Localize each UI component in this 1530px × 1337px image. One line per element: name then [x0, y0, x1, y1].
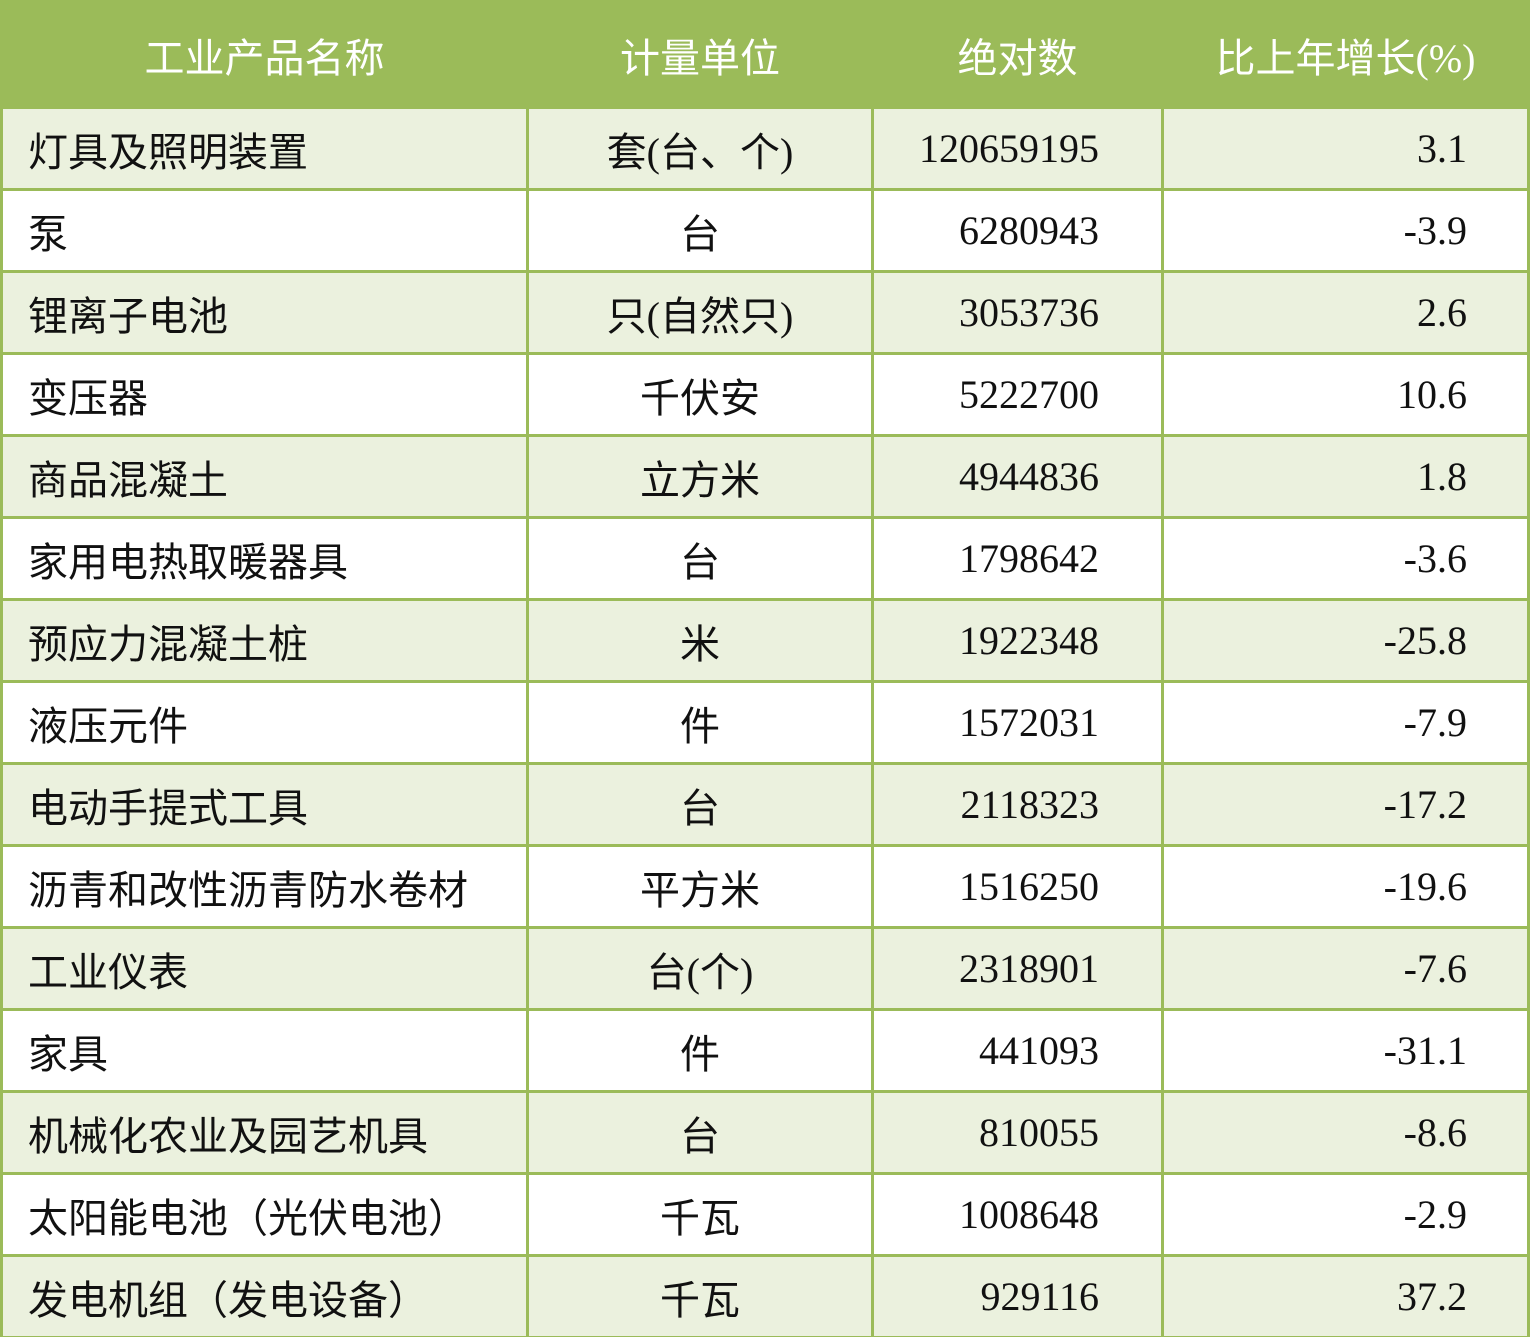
- table-row: 锂离子电池 只(自然只) 3053736 2.6: [3, 273, 1527, 352]
- table-row: 太阳能电池（光伏电池） 千瓦 1008648 -2.9: [3, 1175, 1527, 1254]
- table-cell: 米: [529, 601, 871, 680]
- table-cell: -7.6: [1164, 929, 1527, 1008]
- table-cell: 件: [529, 1011, 871, 1090]
- table-cell: 沥青和改性沥青防水卷材: [3, 847, 526, 926]
- table-cell: -19.6: [1164, 847, 1527, 926]
- table-cell: 千瓦: [529, 1257, 871, 1336]
- table-cell: 液压元件: [3, 683, 526, 762]
- table-cell: 929116: [874, 1257, 1161, 1336]
- header-cell: 比上年增长(%): [1164, 3, 1527, 106]
- table-body: 灯具及照明装置 套(台、个) 120659195 3.1 泵台 6280943 -3.9 锂离…: [3, 109, 1527, 1336]
- table-cell: -8.6: [1164, 1093, 1527, 1172]
- table-row: 预应力混凝土桩米 1922348 -25.8: [3, 601, 1527, 680]
- table-cell: 1798642: [874, 519, 1161, 598]
- table-cell: 灯具及照明装置: [3, 109, 526, 188]
- table-cell: -3.9: [1164, 191, 1527, 270]
- table-cell: -31.1: [1164, 1011, 1527, 1090]
- table-cell: 泵: [3, 191, 526, 270]
- table-cell: -25.8: [1164, 601, 1527, 680]
- table-cell: 件: [529, 683, 871, 762]
- table-cell: 4944836: [874, 437, 1161, 516]
- table-cell: 2.6: [1164, 273, 1527, 352]
- table-row: 泵台 6280943 -3.9: [3, 191, 1527, 270]
- header-row: 工业产品名称 计量单位 绝对数 比上年增长(%): [3, 3, 1527, 106]
- table-cell: -3.6: [1164, 519, 1527, 598]
- table-cell: 441093: [874, 1011, 1161, 1090]
- table-row: 工业仪表 台(个) 2318901 -7.6: [3, 929, 1527, 1008]
- table-cell: 商品混凝土: [3, 437, 526, 516]
- table-cell: 平方米: [529, 847, 871, 926]
- table-row: 灯具及照明装置 套(台、个) 120659195 3.1: [3, 109, 1527, 188]
- table-cell: 工业仪表: [3, 929, 526, 1008]
- table-cell: 发电机组（发电设备）: [3, 1257, 526, 1336]
- table-cell: 1.8: [1164, 437, 1527, 516]
- table-row: 家具件 441093 -31.1: [3, 1011, 1527, 1090]
- table-cell: 台: [529, 765, 871, 844]
- table-cell: 37.2: [1164, 1257, 1527, 1336]
- table-cell: 千伏安: [529, 355, 871, 434]
- table-row: 家用电热取暖器具台 1798642 -3.6: [3, 519, 1527, 598]
- table-row: 商品混凝土 立方米 4944836 1.8: [3, 437, 1527, 516]
- table-row: 机械化农业及园艺机具台 810055 -8.6: [3, 1093, 1527, 1172]
- table-cell: 预应力混凝土桩: [3, 601, 526, 680]
- table-cell: 2118323: [874, 765, 1161, 844]
- header-cell: 绝对数: [874, 3, 1161, 106]
- table-cell: 台: [529, 519, 871, 598]
- table-row: 变压器 千伏安 5222700 10.6: [3, 355, 1527, 434]
- table-cell: 只(自然只): [529, 273, 871, 352]
- table-row: 电动手提式工具台 2118323 -17.2: [3, 765, 1527, 844]
- table-cell: 1922348: [874, 601, 1161, 680]
- table-cell: 5222700: [874, 355, 1161, 434]
- table-cell: 10.6: [1164, 355, 1527, 434]
- table-row: 沥青和改性沥青防水卷材 平方米 1516250 -19.6: [3, 847, 1527, 926]
- table-cell: 2318901: [874, 929, 1161, 1008]
- table-cell: 锂离子电池: [3, 273, 526, 352]
- table-cell: 太阳能电池（光伏电池）: [3, 1175, 526, 1254]
- table-cell: -7.9: [1164, 683, 1527, 762]
- table-cell: 变压器: [3, 355, 526, 434]
- table-cell: -17.2: [1164, 765, 1527, 844]
- table-cell: 台: [529, 191, 871, 270]
- table-cell: 810055: [874, 1093, 1161, 1172]
- table-cell: -2.9: [1164, 1175, 1527, 1254]
- table-cell: 6280943: [874, 191, 1161, 270]
- table-cell: 立方米: [529, 437, 871, 516]
- table-cell: 机械化农业及园艺机具: [3, 1093, 526, 1172]
- table-row: 液压元件件 1572031 -7.9: [3, 683, 1527, 762]
- table-cell: 1572031: [874, 683, 1161, 762]
- table-cell: 千瓦: [529, 1175, 871, 1254]
- table-row: 发电机组（发电设备） 千瓦 929116 37.2: [3, 1257, 1527, 1336]
- table-cell: 1516250: [874, 847, 1161, 926]
- table-cell: 120659195: [874, 109, 1161, 188]
- table-cell: 台: [529, 1093, 871, 1172]
- table-cell: 套(台、个): [529, 109, 871, 188]
- table-cell: 1008648: [874, 1175, 1161, 1254]
- table-cell: 台(个): [529, 929, 871, 1008]
- table-cell: 电动手提式工具: [3, 765, 526, 844]
- table-cell: 3.1: [1164, 109, 1527, 188]
- table-cell: 家具: [3, 1011, 526, 1090]
- table-cell: 3053736: [874, 273, 1161, 352]
- table-cell: 家用电热取暖器具: [3, 519, 526, 598]
- header-cell: 工业产品名称: [3, 3, 526, 106]
- header-cell: 计量单位: [529, 3, 871, 106]
